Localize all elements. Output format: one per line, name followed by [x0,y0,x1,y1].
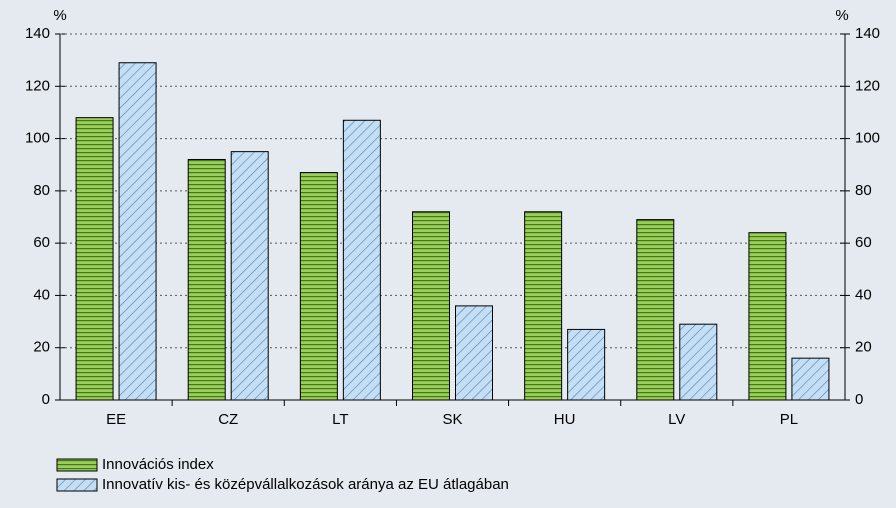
bar [118,62,157,401]
x-tick-label: SK [442,411,462,428]
y2-axis-unit: % [835,7,848,24]
legend-swatch [56,458,98,472]
y-tick-label: 120 [25,77,50,94]
x-tick-label: EE [106,411,126,428]
x-tick-label: LT [332,411,348,428]
bar [342,119,381,401]
bar [75,117,114,401]
x-tick-label: HU [554,411,576,428]
y-tick-label: 80 [33,182,50,199]
x-tick-label: PL [780,411,798,428]
y-axis-unit: % [53,7,66,24]
legend-label: Innovatív kis- és középvállalkozások ará… [102,476,509,493]
y2-tick-label: 20 [855,339,872,356]
bar [679,323,718,401]
y2-tick-label: 100 [855,130,880,147]
y2-tick-label: 0 [855,391,863,408]
y2-tick-label: 140 [855,25,880,42]
bar [230,151,269,401]
legend-swatch [56,478,98,492]
y2-tick-label: 60 [855,234,872,251]
legend-label: Innovációs index [102,456,214,473]
bar [748,232,787,401]
y2-tick-label: 80 [855,182,872,199]
y-tick-label: 40 [33,286,50,303]
bar [412,211,450,401]
bar [187,158,226,401]
bar [636,219,675,401]
bar [455,305,493,401]
y-tick-label: 100 [25,130,50,147]
y-tick-label: 0 [42,391,50,408]
bar [791,357,830,401]
y2-tick-label: 120 [855,77,880,94]
bar [299,172,338,401]
y2-tick-label: 40 [855,286,872,303]
bar [567,328,606,401]
x-tick-label: CZ [218,411,238,428]
y-tick-label: 60 [33,234,50,251]
y-tick-label: 140 [25,25,50,42]
y-tick-label: 20 [33,339,50,356]
x-tick-label: LV [668,411,685,428]
bar [524,211,563,401]
